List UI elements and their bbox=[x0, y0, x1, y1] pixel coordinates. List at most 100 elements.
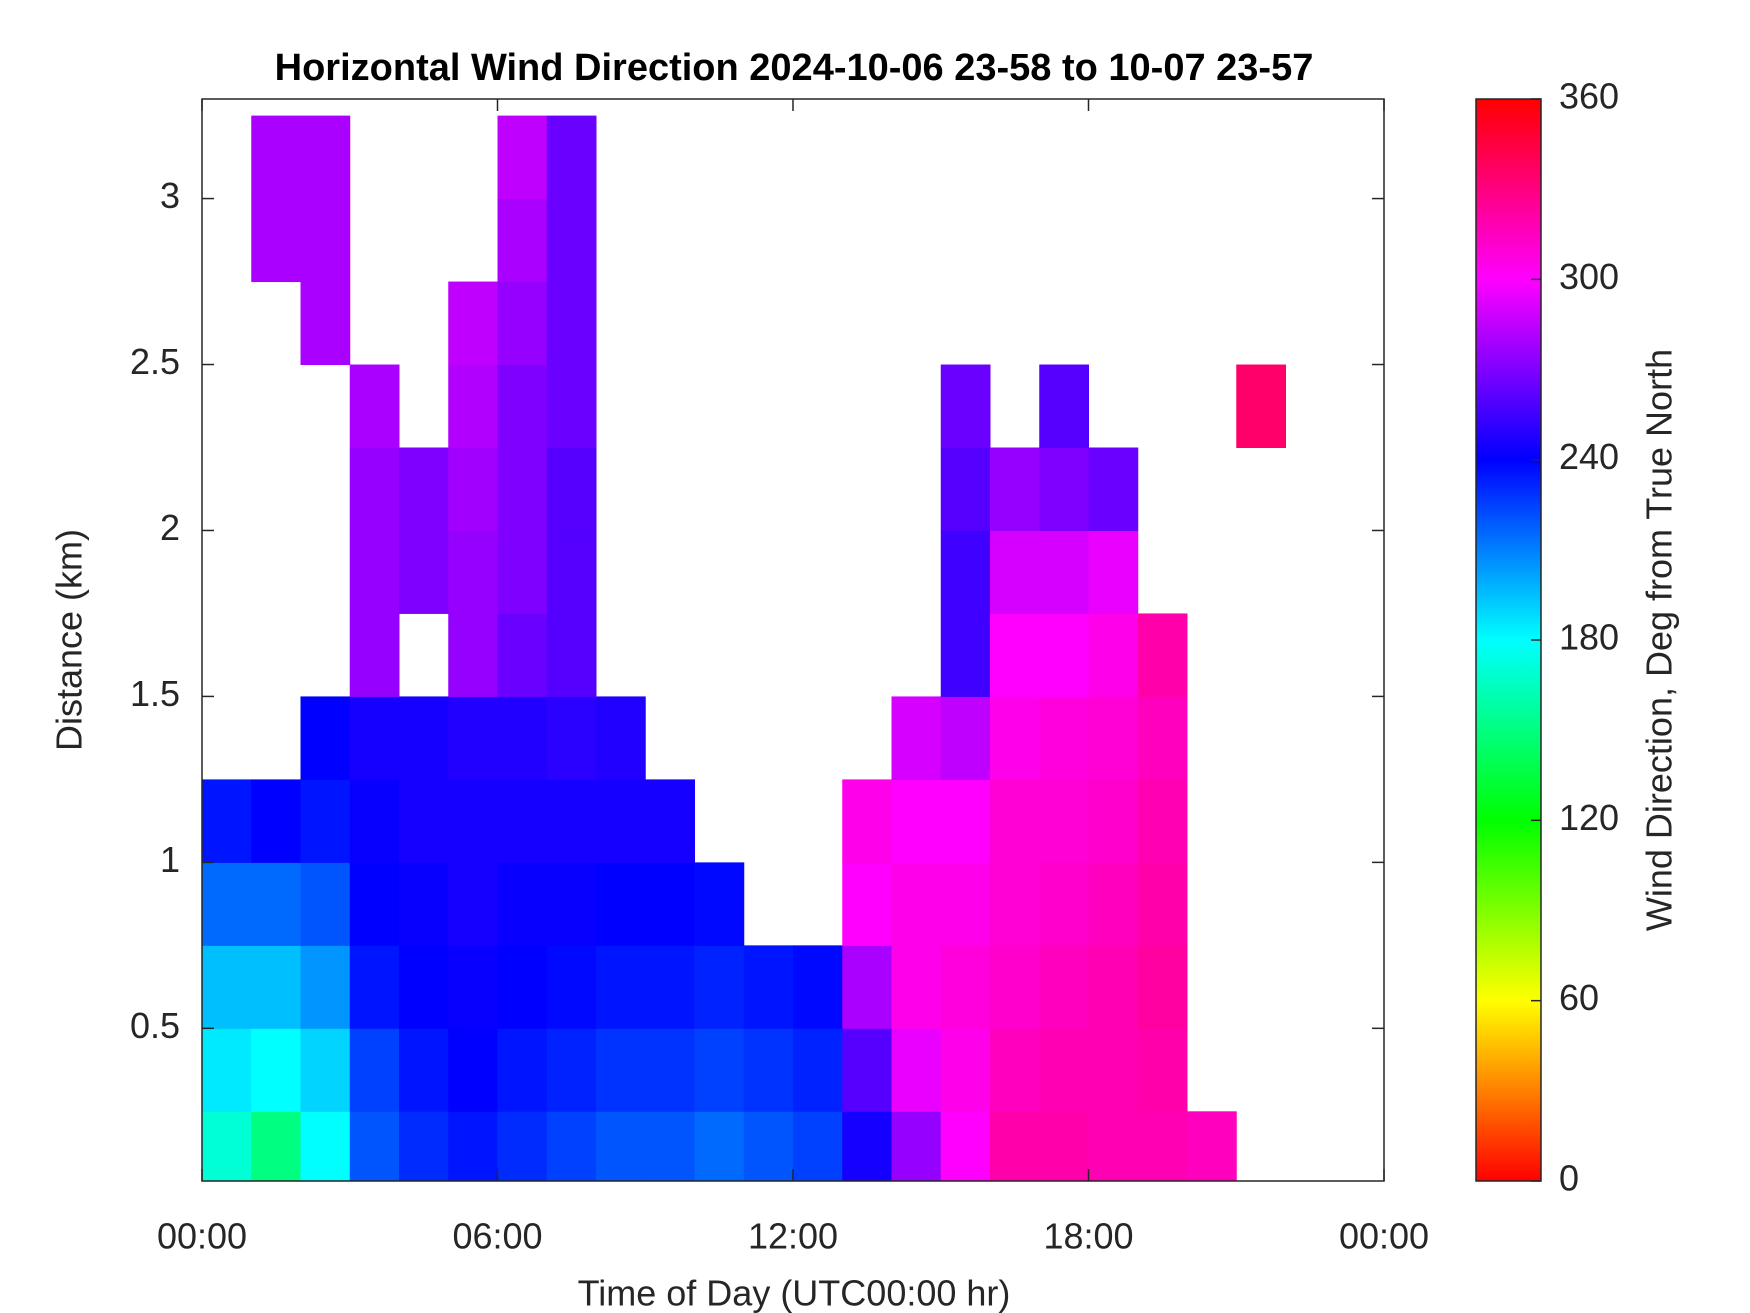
heatmap-cell bbox=[448, 862, 498, 946]
heatmap-cell bbox=[891, 862, 942, 946]
heatmap-cell bbox=[448, 945, 498, 1029]
heatmap-cell bbox=[1137, 613, 1188, 697]
heatmap-cell bbox=[300, 1028, 351, 1112]
heatmap-cell bbox=[251, 115, 301, 200]
heatmap-cell bbox=[940, 862, 991, 946]
heatmap-cell bbox=[694, 1111, 745, 1181]
heatmap-cell bbox=[300, 945, 351, 1029]
heatmap-cell bbox=[1187, 1111, 1237, 1181]
x-tick-label: 12:00 bbox=[748, 1216, 838, 1257]
heatmap-cell bbox=[1137, 696, 1188, 780]
heatmap-cell bbox=[1039, 1028, 1089, 1112]
heatmap-cell bbox=[891, 945, 942, 1029]
heatmap-cell bbox=[349, 613, 400, 697]
heatmap-cell bbox=[546, 613, 597, 697]
x-tick-label: 00:00 bbox=[1339, 1216, 1429, 1257]
heatmap-cell bbox=[497, 530, 548, 614]
heatmap-cell bbox=[1039, 530, 1089, 614]
heatmap-cell bbox=[448, 281, 498, 366]
heatmap-cell bbox=[990, 862, 1040, 946]
heatmap-cell bbox=[842, 1111, 892, 1181]
heatmap-cell bbox=[743, 1028, 794, 1112]
heatmap-cell bbox=[1137, 1111, 1188, 1181]
heatmap-cell bbox=[399, 1111, 449, 1181]
heatmap-cell bbox=[497, 1028, 548, 1112]
heatmap-cell bbox=[202, 862, 252, 946]
heatmap-cell bbox=[251, 198, 301, 283]
heatmap-cell bbox=[497, 779, 548, 863]
heatmap-cell bbox=[497, 862, 548, 946]
heatmap-cell bbox=[300, 1111, 351, 1181]
heatmap-cell bbox=[596, 945, 646, 1029]
heatmap-cell bbox=[694, 945, 745, 1029]
heatmap-cell bbox=[399, 696, 449, 780]
colorbar-tick-label: 0 bbox=[1559, 1158, 1579, 1199]
heatmap-cell bbox=[399, 447, 449, 531]
heatmap-cell bbox=[251, 862, 301, 946]
heatmap-cell bbox=[940, 530, 991, 614]
heatmap-cell bbox=[645, 945, 695, 1029]
heatmap-cell bbox=[349, 1111, 400, 1181]
colorbar bbox=[1475, 98, 1542, 1182]
heatmap-cell bbox=[990, 530, 1040, 614]
heatmap-cell bbox=[990, 779, 1040, 863]
heatmap-cell bbox=[497, 1111, 548, 1181]
y-tick-label: 0.5 bbox=[130, 1005, 180, 1046]
heatmap-cell bbox=[694, 1028, 745, 1112]
heatmap-cell bbox=[497, 613, 548, 697]
heatmap-cell bbox=[596, 779, 646, 863]
heatmap-cell bbox=[1039, 779, 1089, 863]
heatmap-cell bbox=[546, 447, 597, 531]
heatmap-cell bbox=[251, 779, 301, 863]
heatmap-cell bbox=[596, 1111, 646, 1181]
heatmap-cell bbox=[596, 862, 646, 946]
heatmap-cell bbox=[497, 696, 548, 780]
heatmap-cell bbox=[1088, 613, 1139, 697]
heatmap-cell bbox=[349, 862, 400, 946]
heatmap-cell bbox=[940, 779, 991, 863]
heatmap-cell bbox=[448, 613, 498, 697]
x-axis-label: Time of Day (UTC00:00 hr) bbox=[578, 1273, 1011, 1313]
colorbar-tick-label: 180 bbox=[1559, 617, 1619, 658]
heatmap-cell bbox=[349, 447, 400, 531]
heatmap-cell bbox=[497, 945, 548, 1029]
heatmap-cell bbox=[793, 1111, 843, 1181]
heatmap-cell bbox=[793, 1028, 843, 1112]
heatmap-cell bbox=[1088, 1028, 1139, 1112]
x-tick-label: 18:00 bbox=[1043, 1216, 1133, 1257]
heatmap-cell bbox=[793, 945, 843, 1029]
heatmap-cell bbox=[448, 530, 498, 614]
heatmap-cell bbox=[940, 696, 991, 780]
heatmap-cell bbox=[546, 779, 597, 863]
heatmap-cell bbox=[1088, 530, 1139, 614]
heatmap-cell bbox=[300, 696, 351, 780]
y-tick-label: 3 bbox=[160, 175, 180, 216]
heatmap-cell bbox=[891, 779, 942, 863]
heatmap-cell bbox=[300, 779, 351, 863]
heatmap-cell bbox=[842, 862, 892, 946]
heatmap-cell bbox=[940, 1028, 991, 1112]
heatmap-cell bbox=[202, 779, 252, 863]
heatmap-cell bbox=[1039, 696, 1089, 780]
heatmap-cell bbox=[743, 1111, 794, 1181]
heatmap-cell bbox=[202, 1111, 252, 1181]
heatmap-cell bbox=[596, 696, 646, 780]
heatmap-cell bbox=[1088, 1111, 1139, 1181]
heatmap-cell bbox=[546, 530, 597, 614]
heatmap-cell bbox=[990, 945, 1040, 1029]
heatmap-cell bbox=[940, 613, 991, 697]
heatmap-cell bbox=[546, 281, 597, 366]
heatmap-cell bbox=[448, 1111, 498, 1181]
heatmap-cell bbox=[842, 779, 892, 863]
heatmap-cell bbox=[448, 1028, 498, 1112]
colorbar-tick-label: 300 bbox=[1559, 256, 1619, 297]
heatmap-cell bbox=[300, 862, 351, 946]
heatmap-cell bbox=[842, 945, 892, 1029]
heatmap-cell bbox=[1137, 862, 1188, 946]
heatmap-cell bbox=[1039, 364, 1089, 448]
heatmap-cell bbox=[448, 364, 498, 448]
heatmap-cell bbox=[694, 862, 745, 946]
heatmap-cell bbox=[645, 1028, 695, 1112]
heatmap-cell bbox=[300, 281, 351, 366]
